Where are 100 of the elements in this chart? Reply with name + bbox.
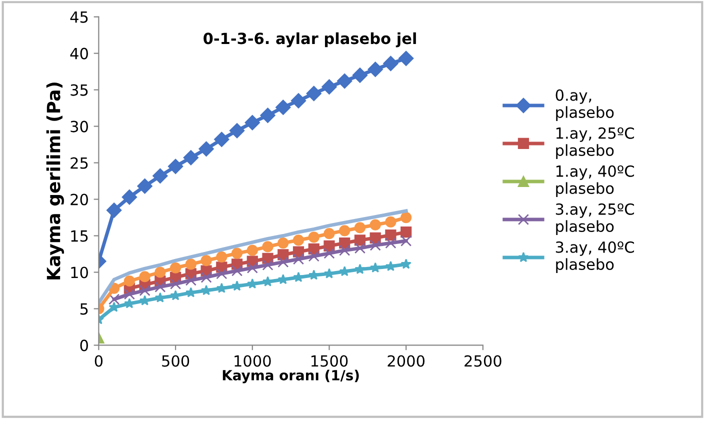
point xyxy=(306,86,322,102)
point xyxy=(152,168,168,184)
point xyxy=(231,248,243,259)
x-axis-title: Kayma oranı (1/s) xyxy=(222,370,359,384)
y-tick-label: 35 xyxy=(70,84,88,96)
point xyxy=(292,234,304,246)
point xyxy=(198,141,214,156)
point xyxy=(337,73,352,89)
point xyxy=(124,275,135,287)
point xyxy=(139,284,150,296)
point xyxy=(170,278,182,290)
point xyxy=(262,241,274,252)
point xyxy=(244,115,260,130)
point xyxy=(154,281,166,292)
legend-label: 1.ay, 40ºC plasebo xyxy=(556,165,634,197)
point xyxy=(276,100,291,115)
point xyxy=(232,280,242,291)
x-tick-label: 2500 xyxy=(464,355,502,367)
point xyxy=(339,266,350,276)
point xyxy=(108,302,120,312)
point xyxy=(278,274,288,284)
point xyxy=(106,202,122,218)
point xyxy=(154,266,166,278)
point xyxy=(200,255,212,266)
x-tick-label: 1000 xyxy=(234,355,271,367)
point xyxy=(308,250,320,262)
y-tick-label: 10 xyxy=(71,266,88,278)
legend-label: 1.ay, 25ºC plasebo xyxy=(556,127,634,159)
point xyxy=(154,292,166,302)
point xyxy=(170,262,182,274)
point xyxy=(370,262,381,272)
point xyxy=(324,240,335,252)
point xyxy=(292,254,304,265)
point xyxy=(352,68,368,83)
y-tick-label: 25 xyxy=(70,157,88,169)
point xyxy=(385,229,396,241)
point xyxy=(324,228,335,240)
point xyxy=(216,251,228,262)
y-tick-label: 0 xyxy=(80,340,88,352)
point xyxy=(398,50,414,66)
point xyxy=(246,262,258,274)
point xyxy=(139,271,150,282)
point xyxy=(322,79,337,94)
x-tick-label: 1500 xyxy=(311,355,348,367)
point xyxy=(370,219,381,230)
point xyxy=(385,260,396,272)
point xyxy=(170,290,181,300)
point xyxy=(168,158,184,174)
point xyxy=(185,274,196,286)
point xyxy=(383,56,398,72)
point xyxy=(278,249,289,260)
point xyxy=(354,222,366,234)
legend-label: 0.ay, plasebo xyxy=(556,89,614,121)
point xyxy=(290,93,306,108)
y-tick-label: 5 xyxy=(80,303,88,315)
point xyxy=(400,226,412,238)
y-tick-label: 15 xyxy=(71,230,88,242)
point xyxy=(354,234,366,246)
y-axis-title: Kayma gerilimi (Pa) xyxy=(46,82,64,280)
legend-label: 3.ay, 40ºC plasebo xyxy=(556,241,634,273)
legend-label: 3.ay, 25ºC plasebo xyxy=(556,203,634,235)
point xyxy=(122,190,138,205)
y-tick-label: 20 xyxy=(70,194,88,206)
point xyxy=(246,244,258,256)
x-tick-label: 2000 xyxy=(388,355,425,367)
point xyxy=(385,238,396,249)
point xyxy=(400,235,412,246)
point xyxy=(400,258,412,269)
x-tick-label: 500 xyxy=(162,355,190,367)
point xyxy=(185,258,196,270)
point xyxy=(231,265,243,276)
point xyxy=(216,282,227,293)
y-tick-label: 45 xyxy=(70,12,88,23)
point xyxy=(124,298,135,308)
point xyxy=(368,62,383,77)
point xyxy=(308,232,320,243)
point xyxy=(324,248,335,259)
point xyxy=(124,288,135,300)
point xyxy=(214,132,230,148)
x-tick-label: 0 xyxy=(94,355,103,367)
point xyxy=(229,123,245,138)
point xyxy=(400,212,412,224)
point xyxy=(137,178,152,194)
point xyxy=(354,242,366,254)
point xyxy=(108,294,120,305)
point xyxy=(293,272,304,282)
point xyxy=(247,278,258,289)
point xyxy=(370,240,381,251)
point xyxy=(200,272,212,283)
point xyxy=(183,150,198,166)
point xyxy=(385,216,396,228)
point xyxy=(339,225,350,236)
point xyxy=(260,108,276,123)
point xyxy=(278,256,289,268)
y-tick-label: 40 xyxy=(70,48,88,60)
point xyxy=(354,264,366,274)
point xyxy=(339,244,350,256)
point xyxy=(216,268,228,280)
text: 0-1-3-6. aylar plasebo jel xyxy=(204,32,416,48)
point xyxy=(200,284,212,296)
